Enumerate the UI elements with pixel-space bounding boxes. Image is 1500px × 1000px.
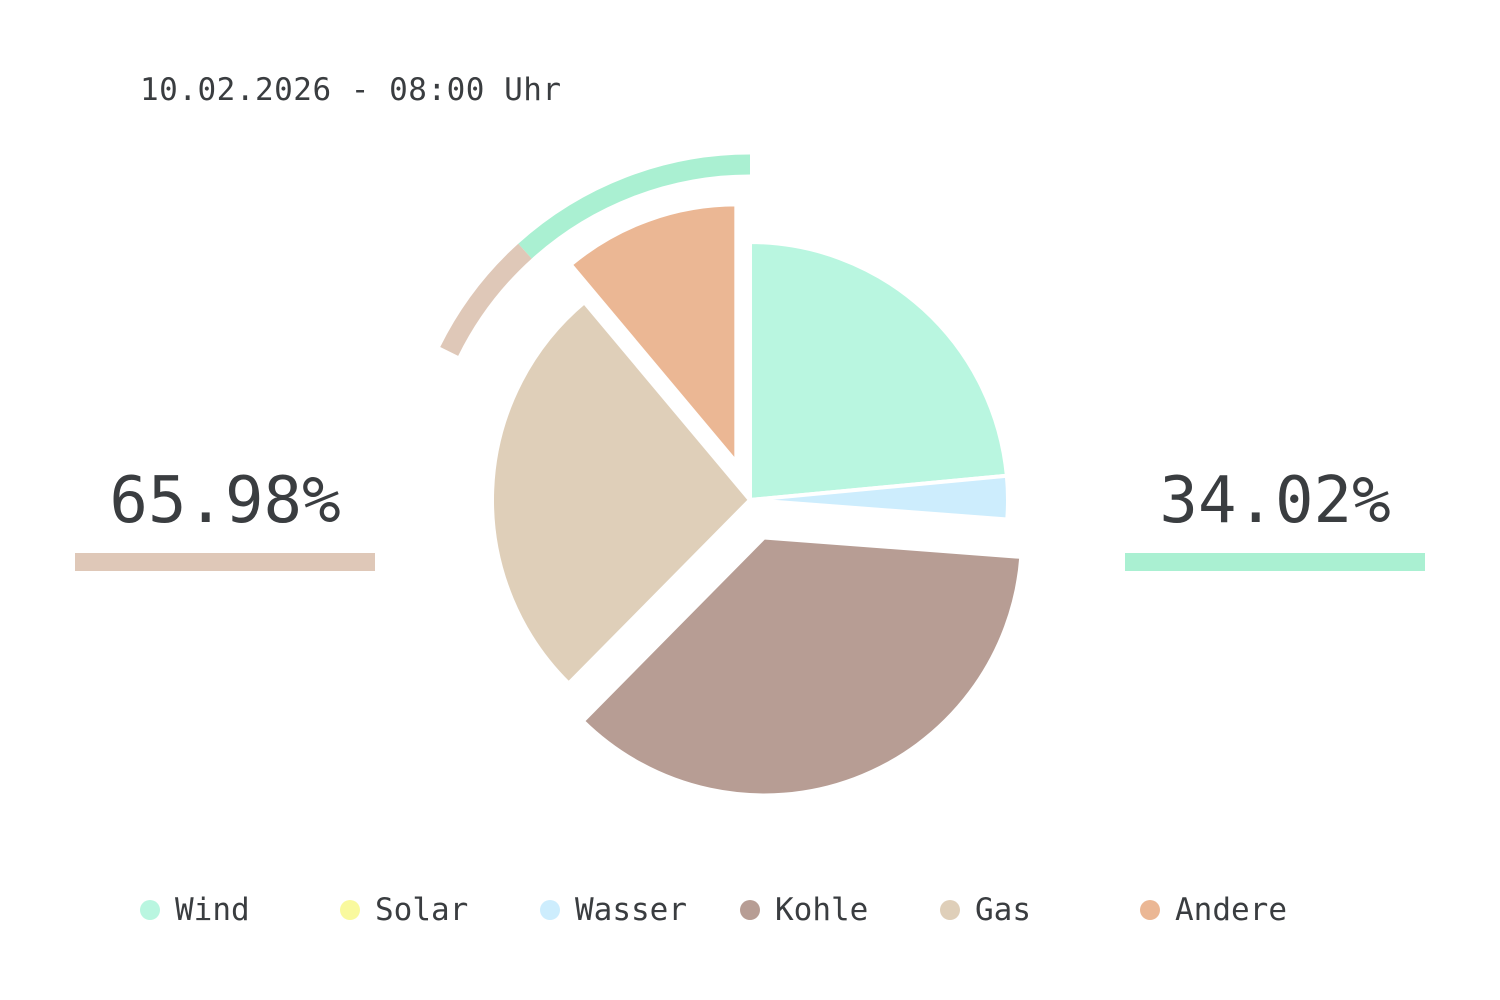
renewable-share-value: 34.02% bbox=[1159, 464, 1391, 538]
legend-dot-icon bbox=[140, 900, 160, 920]
renewable-share-bar bbox=[1125, 553, 1425, 571]
legend-item-gas[interactable]: Gas bbox=[940, 888, 1031, 932]
legend-dot-icon bbox=[340, 900, 360, 920]
legend-item-solar[interactable]: Solar bbox=[340, 888, 468, 932]
legend-dot-icon bbox=[740, 900, 760, 920]
legend-dot-icon bbox=[940, 900, 960, 920]
legend-item-wind[interactable]: Wind bbox=[140, 888, 250, 932]
legend-item-andere[interactable]: Andere bbox=[1140, 888, 1287, 932]
legend-label: Solar bbox=[375, 892, 469, 928]
pie-slice-andere bbox=[568, 202, 739, 465]
legend-label: Wind bbox=[175, 892, 250, 928]
legend-dot-icon bbox=[1140, 900, 1160, 920]
legend-item-wasser[interactable]: Wasser bbox=[540, 888, 687, 932]
legend-label: Andere bbox=[1175, 892, 1287, 928]
fossil-share-bar bbox=[75, 553, 375, 571]
legend-label: Wasser bbox=[575, 892, 687, 928]
fossil-share-value: 65.98% bbox=[109, 464, 341, 538]
legend-dot-icon bbox=[540, 900, 560, 920]
legend-label: Gas bbox=[975, 892, 1031, 928]
pie-slice-kohle bbox=[580, 535, 1024, 798]
pie-slice-gas bbox=[490, 300, 752, 686]
outer-ring-wind bbox=[518, 154, 751, 259]
legend-item-kohle[interactable]: Kohle bbox=[740, 888, 868, 932]
pie-slice-wind bbox=[748, 240, 1009, 502]
outer-ring-gas bbox=[440, 243, 532, 356]
pie-slice-wasser bbox=[748, 473, 1010, 522]
legend-label: Kohle bbox=[775, 892, 869, 928]
timestamp: 10.02.2026 - 08:00 Uhr bbox=[140, 72, 562, 108]
